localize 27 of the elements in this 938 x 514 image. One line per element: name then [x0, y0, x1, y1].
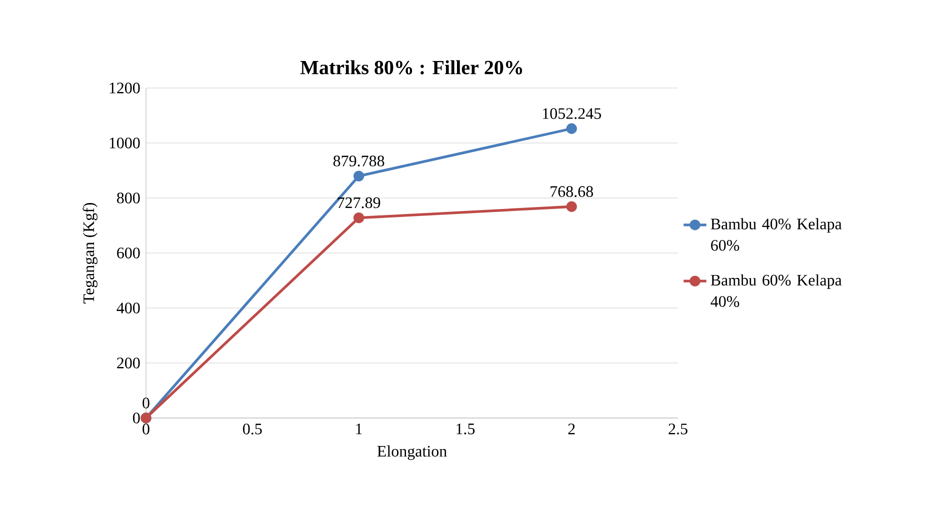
x-tick-label: 1	[356, 424, 362, 434]
x-tick-label: 2.5	[668, 424, 688, 434]
y-tick-label: 1000	[110, 138, 140, 148]
chart-title: Matriks 80% : Filler 20%	[300, 60, 522, 74]
y-tick-label: 400	[116, 302, 140, 314]
y-tick-label: 200	[117, 358, 140, 368]
y-tick-label: 800	[117, 192, 140, 204]
point	[353, 170, 364, 182]
y-tick-label: 0	[133, 412, 140, 424]
x-tick-label: 0	[142, 424, 150, 434]
y-tick-label: 600	[117, 248, 140, 258]
point	[566, 201, 577, 212]
data-label: 768.68	[550, 186, 593, 198]
x-axis-title: Elongation	[377, 445, 447, 460]
x-tick-label: 2	[568, 424, 575, 434]
x-tick-label: 1.5	[456, 424, 475, 434]
x-tick-label: 0.5	[243, 424, 262, 434]
y-tick-label: 1200	[110, 82, 140, 94]
legend-label: Bambu 60% Kelapa 40%	[710, 274, 842, 307]
point	[353, 212, 364, 224]
y-axis-title: Tegangan (Kgf)	[82, 202, 98, 304]
data-label: 1052.245	[543, 108, 601, 120]
data-label: 727.89	[338, 197, 380, 208]
data-label: 0	[142, 398, 150, 408]
data-label: 879.788	[333, 156, 384, 166]
point	[566, 123, 577, 134]
legend-label: Bambu 40% Kelapa 60%	[710, 218, 842, 251]
